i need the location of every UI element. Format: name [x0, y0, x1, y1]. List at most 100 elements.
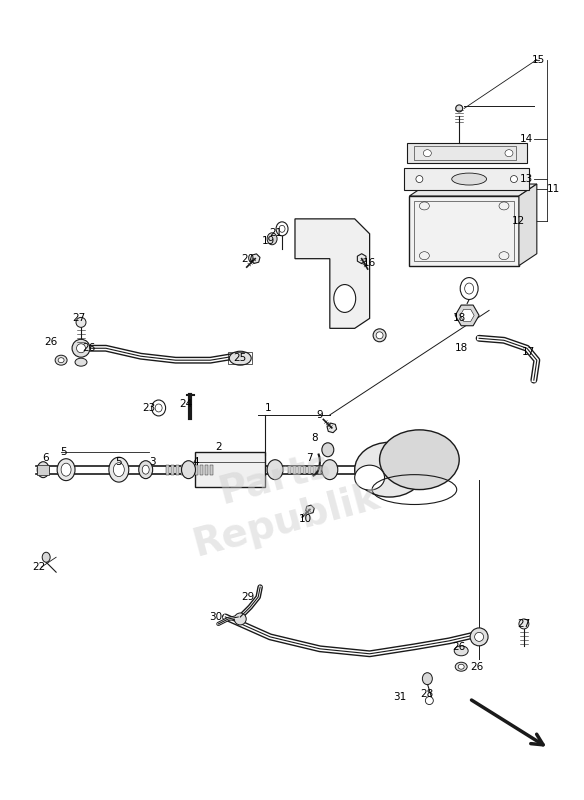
Text: Parts
Republik: Parts Republik [177, 435, 384, 564]
Ellipse shape [510, 175, 517, 182]
Text: 5: 5 [60, 446, 67, 457]
Ellipse shape [460, 278, 478, 299]
Ellipse shape [61, 463, 71, 476]
Bar [415, 146, 516, 160]
Polygon shape [305, 505, 314, 514]
Ellipse shape [113, 462, 124, 477]
Polygon shape [171, 465, 173, 474]
Text: 2: 2 [215, 442, 222, 452]
Polygon shape [323, 466, 326, 474]
Text: 26: 26 [82, 343, 96, 354]
Polygon shape [308, 466, 311, 474]
Polygon shape [37, 465, 49, 474]
Ellipse shape [376, 332, 383, 338]
Ellipse shape [109, 458, 129, 482]
Text: 31: 31 [393, 691, 406, 702]
Ellipse shape [155, 404, 162, 412]
Polygon shape [206, 465, 208, 474]
Ellipse shape [458, 664, 464, 670]
Ellipse shape [505, 150, 513, 157]
Text: 18: 18 [453, 314, 466, 323]
Ellipse shape [57, 458, 75, 481]
Text: 11: 11 [547, 184, 561, 194]
Ellipse shape [452, 173, 486, 185]
Text: 9: 9 [317, 410, 323, 420]
Polygon shape [190, 465, 193, 474]
Ellipse shape [470, 628, 488, 646]
Text: 3: 3 [150, 457, 156, 466]
Ellipse shape [152, 400, 166, 416]
Polygon shape [288, 466, 291, 474]
Ellipse shape [72, 339, 90, 358]
Text: 19: 19 [262, 236, 274, 246]
Text: 8: 8 [312, 433, 318, 443]
Polygon shape [186, 465, 189, 474]
Ellipse shape [519, 619, 529, 629]
Ellipse shape [334, 285, 356, 313]
Polygon shape [176, 465, 179, 474]
Text: 17: 17 [522, 347, 536, 358]
Polygon shape [293, 466, 296, 474]
Ellipse shape [77, 344, 85, 353]
Polygon shape [210, 465, 213, 474]
Text: 14: 14 [520, 134, 534, 144]
Polygon shape [409, 196, 519, 266]
Text: 24: 24 [179, 399, 192, 409]
Ellipse shape [475, 632, 484, 642]
Polygon shape [196, 465, 199, 474]
Ellipse shape [425, 697, 433, 705]
Ellipse shape [42, 552, 50, 562]
Ellipse shape [322, 442, 334, 457]
Ellipse shape [182, 461, 196, 478]
Polygon shape [519, 184, 537, 266]
Text: 21: 21 [269, 228, 283, 238]
Polygon shape [295, 219, 370, 328]
Ellipse shape [422, 673, 432, 685]
Text: 23: 23 [142, 403, 155, 413]
Text: 18: 18 [454, 343, 468, 354]
Polygon shape [455, 305, 479, 326]
Text: 13: 13 [520, 174, 534, 184]
Polygon shape [409, 184, 537, 196]
Text: 27: 27 [72, 314, 86, 323]
Text: 28: 28 [420, 689, 434, 698]
Ellipse shape [142, 465, 149, 474]
Bar [196, 452, 265, 486]
Text: 15: 15 [532, 54, 545, 65]
Ellipse shape [230, 351, 251, 365]
Bar [408, 143, 527, 163]
Text: 6: 6 [42, 453, 48, 462]
Bar [228, 352, 252, 364]
Ellipse shape [55, 355, 67, 365]
Text: 16: 16 [363, 258, 376, 268]
Ellipse shape [234, 613, 246, 625]
Polygon shape [303, 466, 306, 474]
Polygon shape [298, 466, 301, 474]
Text: 7: 7 [307, 453, 313, 462]
Polygon shape [180, 465, 183, 474]
Ellipse shape [456, 105, 463, 112]
Ellipse shape [380, 430, 459, 490]
Text: 25: 25 [234, 353, 247, 363]
Ellipse shape [354, 442, 425, 497]
Text: 10: 10 [298, 514, 311, 525]
Text: 1: 1 [265, 403, 272, 413]
Ellipse shape [279, 226, 285, 232]
Ellipse shape [454, 646, 468, 656]
Text: 26: 26 [453, 642, 466, 652]
Ellipse shape [76, 318, 86, 327]
Polygon shape [166, 465, 169, 474]
Ellipse shape [75, 358, 87, 366]
Text: 29: 29 [242, 592, 255, 602]
Ellipse shape [416, 175, 423, 182]
Ellipse shape [139, 461, 152, 478]
Text: 26: 26 [471, 662, 484, 672]
Ellipse shape [267, 460, 283, 480]
Ellipse shape [465, 283, 474, 294]
Ellipse shape [267, 233, 277, 245]
Polygon shape [460, 310, 474, 322]
Bar [405, 168, 529, 190]
Text: 26: 26 [44, 338, 58, 347]
Ellipse shape [373, 329, 386, 342]
Text: 27: 27 [517, 619, 530, 629]
